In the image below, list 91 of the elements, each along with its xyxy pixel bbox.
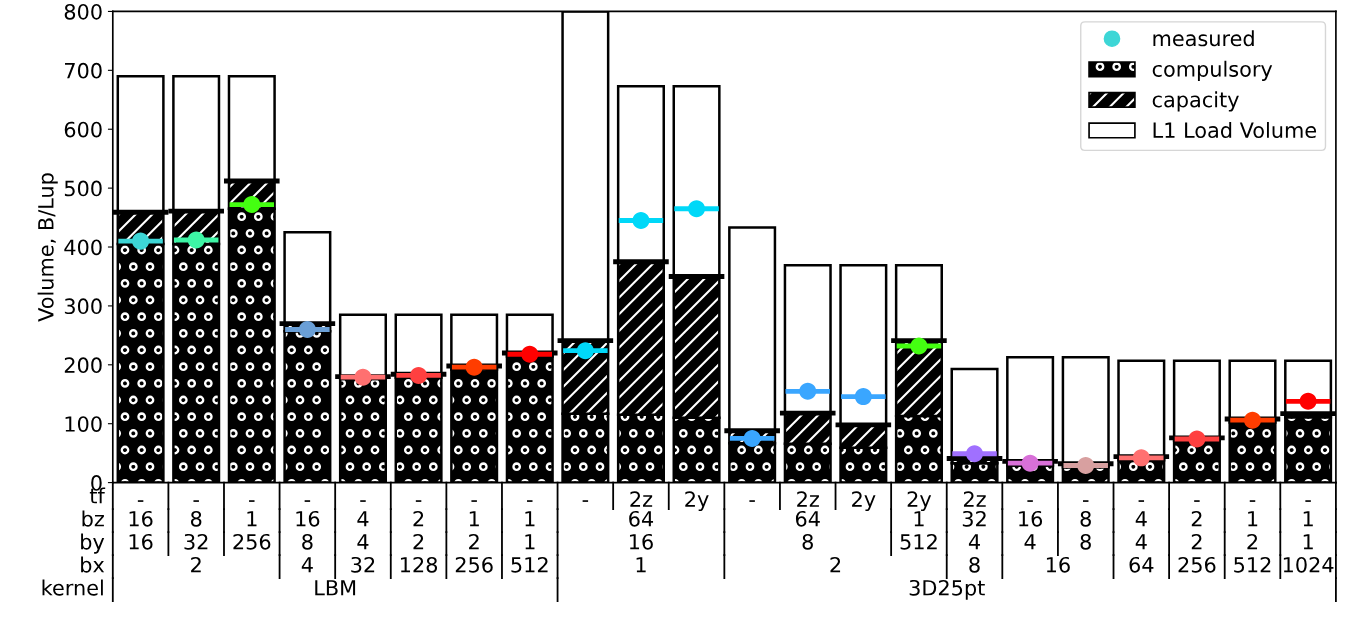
x-tick-label: - xyxy=(415,500,422,502)
y-tick-label: 700 xyxy=(65,62,102,79)
text: 4 xyxy=(301,557,313,573)
text: 4 xyxy=(1024,534,1036,550)
text: 2 xyxy=(1191,510,1202,527)
text: 512 xyxy=(511,556,548,573)
text: 1024 xyxy=(1283,556,1334,573)
x-tick-label: - xyxy=(527,500,533,502)
text: LBM xyxy=(315,580,356,596)
x-tick-label: 2z xyxy=(797,491,819,507)
text: 8 xyxy=(802,533,813,550)
text: 16 xyxy=(1019,510,1043,527)
text: 2 xyxy=(469,533,479,550)
y-tick-label: 200 xyxy=(64,357,102,374)
x-tick-label: - xyxy=(304,500,311,502)
text: 32 xyxy=(962,510,986,527)
text: 16 xyxy=(1046,556,1070,573)
text: 2 xyxy=(191,556,201,573)
text: 8 xyxy=(302,533,313,550)
x-tick-label: - xyxy=(1138,500,1145,502)
legend-label: L1 Load Volume xyxy=(1153,121,1317,139)
text: 1 xyxy=(247,511,257,527)
text: 16 xyxy=(129,533,153,550)
y-tick-label: 800 xyxy=(64,3,102,20)
text: 1 xyxy=(636,557,646,573)
text: bx xyxy=(81,556,105,573)
text: 8 xyxy=(969,556,980,573)
text: 256 xyxy=(455,556,493,573)
text: 2 xyxy=(413,510,424,527)
x-tick-label: - xyxy=(1027,500,1033,502)
x-tick-label: - xyxy=(360,500,366,502)
text: 32 xyxy=(351,556,375,573)
y-tick-label: 300 xyxy=(64,298,102,315)
text: 1 xyxy=(1303,534,1313,550)
x-tick-label: 2y xyxy=(685,491,709,512)
x-tick-label: - xyxy=(471,500,477,502)
text: 4 xyxy=(357,511,369,527)
x-tick-label: - xyxy=(1194,500,1200,502)
text: 8 xyxy=(1080,533,1091,550)
text: 4 xyxy=(1135,511,1147,527)
text: 512 xyxy=(900,533,937,550)
text: 1 xyxy=(525,534,535,550)
text: 2 xyxy=(413,533,424,550)
text: 8 xyxy=(1080,510,1091,527)
y-tick-label: 500 xyxy=(64,180,102,197)
x-tick-label: 2y xyxy=(852,491,876,512)
x-tick-label: - xyxy=(1249,500,1256,502)
text: by xyxy=(81,533,105,554)
text: 1 xyxy=(1248,511,1258,527)
text: 1 xyxy=(525,511,535,527)
text: 1 xyxy=(914,511,924,527)
text: 256 xyxy=(1178,556,1216,573)
text: 16 xyxy=(296,510,320,527)
text: 1 xyxy=(469,511,479,527)
x-tick-label: - xyxy=(582,500,589,502)
text: 2 xyxy=(830,556,841,573)
text: 8 xyxy=(190,510,202,527)
x-tick-label: - xyxy=(1305,500,1311,502)
text: 64 xyxy=(629,510,654,527)
y-tick-label: 400 xyxy=(64,239,102,256)
text: 64 xyxy=(795,510,820,527)
x-tick-label: - xyxy=(137,500,144,502)
legend-label: compulsory xyxy=(1152,60,1273,81)
x-tick-label: 2z xyxy=(963,491,986,507)
text: 32 xyxy=(184,533,208,550)
y-tick-label: 600 xyxy=(64,121,102,138)
x-tick-label: - xyxy=(749,500,755,502)
x-tick-label: 2y xyxy=(907,491,932,512)
text: bz xyxy=(82,510,104,527)
legend-label: measured xyxy=(1153,30,1254,47)
text: 2 xyxy=(1191,533,1202,550)
x-tick-label: 2z xyxy=(630,491,653,507)
text: 4 xyxy=(968,534,980,550)
text: 256 xyxy=(233,533,271,550)
text: kernel xyxy=(42,579,103,596)
x-tick-label: - xyxy=(249,500,255,502)
text: 16 xyxy=(629,533,653,550)
text: 4 xyxy=(1135,534,1147,550)
text: 3D25pt xyxy=(909,579,985,600)
text: 512 xyxy=(1234,556,1271,573)
text: 128 xyxy=(400,556,438,573)
text: 1 xyxy=(1303,511,1313,527)
y-axis-title: Volume, B/Lup xyxy=(37,173,58,322)
text: 4 xyxy=(357,534,369,550)
text: 16 xyxy=(129,510,153,527)
x-tick-label: - xyxy=(1082,500,1089,502)
y-tick-label: 100 xyxy=(65,416,102,432)
x-tick-label: - xyxy=(193,500,199,502)
text: 64 xyxy=(1129,556,1154,573)
legend-label: capacity xyxy=(1152,91,1239,112)
text: 2 xyxy=(1247,533,1258,550)
